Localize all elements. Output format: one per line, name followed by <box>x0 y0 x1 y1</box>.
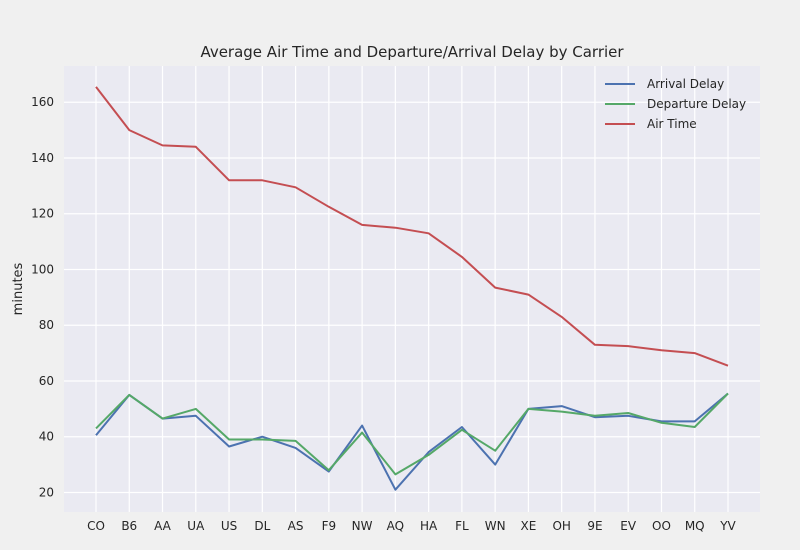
y-tick-label: 100 <box>31 262 54 276</box>
x-tick-label: B6 <box>121 519 137 533</box>
x-tick-label: AQ <box>387 519 404 533</box>
y-tick-label: 20 <box>39 485 54 499</box>
x-tick-label: FL <box>455 519 469 533</box>
series-line <box>95 86 729 367</box>
legend-label: Arrival Delay <box>647 77 724 91</box>
x-tick-label: EV <box>620 519 637 533</box>
x-tick-labels: CO B6 AA UA US DL AS F9 NW AQ HA FL WN XE OH 9E EV OO MQ YV <box>87 519 736 533</box>
legend-label: Departure Delay <box>647 97 746 111</box>
y-tick-label: 160 <box>31 95 54 109</box>
legend: Arrival Delay Departure Delay Air Time <box>605 77 746 131</box>
x-tick-label: OH <box>552 519 570 533</box>
y-tick-label: 40 <box>39 430 54 444</box>
x-tick-label: UA <box>187 519 205 533</box>
y-tick-labels: 20 40 60 80 100 120 140 160 <box>31 95 54 499</box>
series-lines <box>95 86 729 491</box>
x-tick-label: HA <box>420 519 438 533</box>
x-tick-label: DL <box>254 519 270 533</box>
x-tick-label: F9 <box>322 519 337 533</box>
x-tick-label: MQ <box>685 519 705 533</box>
x-tick-label: XE <box>521 519 537 533</box>
chart-title: Average Air Time and Departure/Arrival D… <box>200 43 624 61</box>
x-tick-label: AS <box>288 519 304 533</box>
y-tick-label: 80 <box>39 318 54 332</box>
legend-label: Air Time <box>647 117 697 131</box>
series-line <box>95 392 729 491</box>
y-tick-label: 120 <box>31 207 54 221</box>
x-tick-label: CO <box>87 519 105 533</box>
series-line <box>95 392 729 476</box>
x-tick-label: AA <box>154 519 172 533</box>
x-tick-label: WN <box>485 519 506 533</box>
x-tick-label: OO <box>652 519 671 533</box>
y-tick-label: 140 <box>31 151 54 165</box>
x-tick-label: YV <box>719 519 736 533</box>
x-tick-label: 9E <box>587 519 602 533</box>
x-tick-label: NW <box>352 519 373 533</box>
plot-area <box>64 66 760 512</box>
y-tick-label: 60 <box>39 374 54 388</box>
y-axis-label: minutes <box>11 262 26 315</box>
x-tick-label: US <box>221 519 237 533</box>
